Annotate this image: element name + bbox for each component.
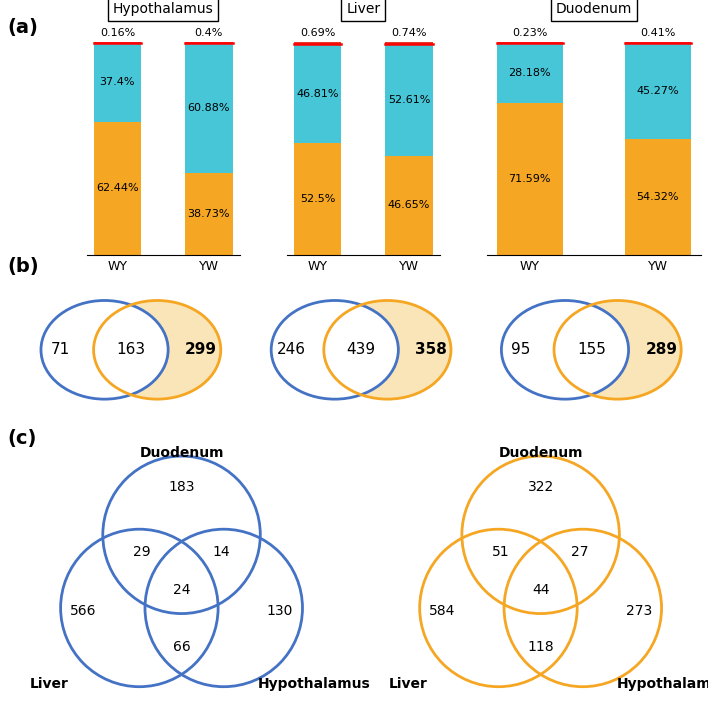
Text: 183: 183 xyxy=(169,480,195,494)
Ellipse shape xyxy=(324,300,451,399)
Text: 71.59%: 71.59% xyxy=(508,173,551,184)
Text: 37.4%: 37.4% xyxy=(100,78,135,87)
Text: 54.32%: 54.32% xyxy=(636,192,679,202)
Text: 62.44%: 62.44% xyxy=(96,183,139,193)
Text: 71: 71 xyxy=(51,343,70,357)
Bar xyxy=(496,103,563,255)
Text: (a): (a) xyxy=(7,18,38,37)
Text: 44: 44 xyxy=(532,582,549,596)
Bar xyxy=(294,44,341,143)
Text: Hypothalamus: Hypothalamus xyxy=(257,677,370,691)
Text: 322: 322 xyxy=(527,480,554,494)
Text: Hypothalamus: Hypothalamus xyxy=(617,677,708,691)
Text: (c): (c) xyxy=(7,429,36,448)
Text: (b): (b) xyxy=(7,257,39,276)
Bar xyxy=(185,43,233,173)
Bar xyxy=(185,42,233,43)
Bar xyxy=(185,173,233,255)
Text: 14: 14 xyxy=(212,545,229,558)
Ellipse shape xyxy=(554,300,681,399)
Text: 358: 358 xyxy=(416,343,447,357)
Bar xyxy=(385,42,433,44)
Text: 246: 246 xyxy=(276,343,305,357)
Text: Duodenum: Duodenum xyxy=(139,446,224,460)
Text: 60.88%: 60.88% xyxy=(188,103,230,113)
Text: 439: 439 xyxy=(346,343,376,357)
Text: 566: 566 xyxy=(70,603,96,618)
Text: 29: 29 xyxy=(133,545,151,558)
Bar xyxy=(93,43,141,122)
Bar xyxy=(93,122,141,255)
Text: 299: 299 xyxy=(185,343,217,357)
Bar xyxy=(294,42,341,44)
Text: 24: 24 xyxy=(173,582,190,596)
Ellipse shape xyxy=(501,300,629,399)
Text: 289: 289 xyxy=(646,343,678,357)
Text: 155: 155 xyxy=(577,343,606,357)
Text: 52.5%: 52.5% xyxy=(299,194,335,204)
Text: 95: 95 xyxy=(511,343,531,357)
Bar xyxy=(624,140,691,255)
Ellipse shape xyxy=(41,300,168,399)
Ellipse shape xyxy=(271,300,399,399)
Text: 0.69%: 0.69% xyxy=(299,28,335,38)
Text: 0.23%: 0.23% xyxy=(512,28,547,38)
Text: Liver: Liver xyxy=(389,677,428,691)
Text: 118: 118 xyxy=(527,640,554,654)
Text: 27: 27 xyxy=(571,545,589,558)
Bar xyxy=(496,43,563,103)
Ellipse shape xyxy=(93,300,221,399)
Text: 0.74%: 0.74% xyxy=(392,28,427,38)
Text: 0.16%: 0.16% xyxy=(100,28,135,38)
Title: Liver: Liver xyxy=(346,2,380,16)
Title: Hypothalamus: Hypothalamus xyxy=(113,2,214,16)
Title: Duodenum: Duodenum xyxy=(556,2,632,16)
Bar xyxy=(624,43,691,140)
Bar xyxy=(294,143,341,255)
Legend: Overdominance, Dominance, Additivity: Overdominance, Dominance, Additivity xyxy=(705,16,708,69)
Text: 130: 130 xyxy=(267,603,293,618)
Text: 51: 51 xyxy=(493,545,510,558)
Text: 0.4%: 0.4% xyxy=(195,28,223,38)
Text: 46.65%: 46.65% xyxy=(388,200,430,210)
Text: 45.27%: 45.27% xyxy=(636,86,679,97)
Bar xyxy=(385,44,433,156)
Text: 273: 273 xyxy=(626,603,652,618)
Text: Liver: Liver xyxy=(30,677,69,691)
Bar xyxy=(624,42,691,43)
Text: 38.73%: 38.73% xyxy=(188,209,230,219)
Text: 66: 66 xyxy=(173,640,190,654)
Text: 28.18%: 28.18% xyxy=(508,68,551,78)
Text: Duodenum: Duodenum xyxy=(498,446,583,460)
Text: 163: 163 xyxy=(116,343,145,357)
Text: 584: 584 xyxy=(429,603,455,618)
Text: 52.61%: 52.61% xyxy=(388,95,430,105)
Text: 0.41%: 0.41% xyxy=(640,28,675,38)
Text: 46.81%: 46.81% xyxy=(296,89,338,99)
Bar xyxy=(385,156,433,255)
